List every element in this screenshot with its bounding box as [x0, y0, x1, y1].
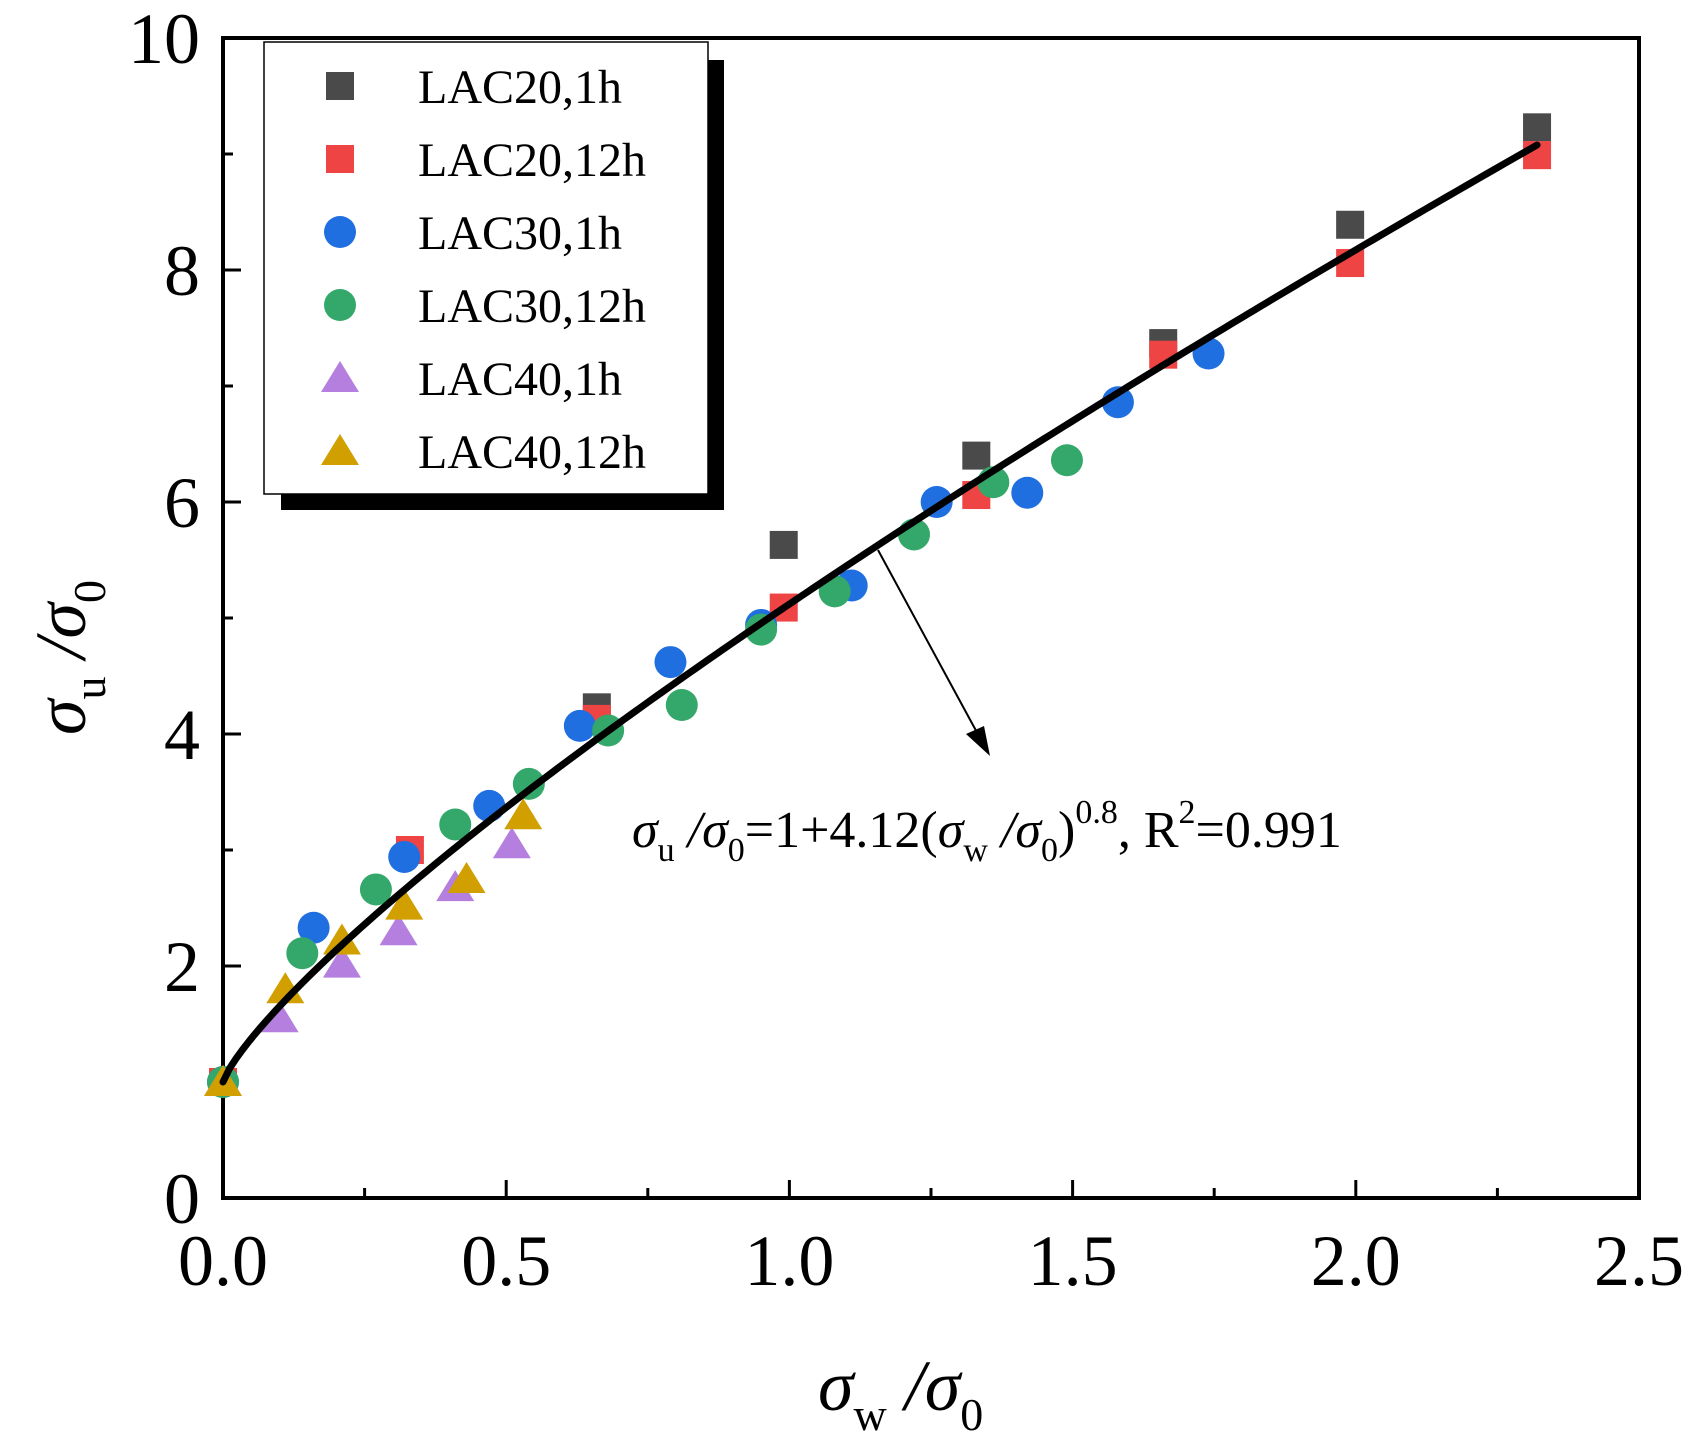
data-point	[388, 840, 421, 873]
data-point	[260, 1001, 299, 1033]
data-point	[962, 441, 991, 470]
eq-r2-sup: 2	[1179, 794, 1196, 831]
legend-marker	[321, 434, 359, 465]
data-point	[563, 709, 596, 742]
x-tick-label: 0.0	[178, 1221, 268, 1301]
x-tick-label: 0.5	[461, 1221, 551, 1301]
legend-box	[263, 41, 709, 495]
eq-lhs-rest: /σ	[675, 802, 730, 859]
x-title-rest: /σ	[887, 1346, 963, 1426]
x-tick-label: 2.0	[1311, 1221, 1401, 1301]
y-axis-title: σu /σ0	[21, 580, 115, 735]
data-point	[504, 798, 543, 830]
y-tick-label: 6	[164, 463, 200, 543]
legend-marker	[326, 145, 354, 173]
eq-in-sub: w	[963, 832, 988, 869]
data-point	[359, 873, 392, 906]
x-title-sub: w	[854, 1389, 888, 1438]
data-point	[322, 946, 361, 978]
eq-in-sub2: 0	[1041, 832, 1058, 869]
x-axis-title: σw /σ0	[818, 1346, 983, 1438]
eq-mid: =1+4.12(	[745, 802, 938, 859]
y-title-rest: /σ	[21, 600, 101, 676]
x-tick-label: 1.5	[1028, 1221, 1118, 1301]
eq-r2-value: =0.991	[1196, 802, 1342, 859]
data-point	[818, 575, 851, 608]
data-point	[654, 646, 687, 679]
data-point	[447, 862, 486, 893]
eq-r2-label: , R	[1118, 802, 1179, 859]
data-point	[1011, 476, 1044, 509]
legend-label: LAC40,12h	[418, 426, 646, 479]
y-tick-label: 0	[164, 1159, 200, 1239]
x-tick-label: 1.0	[744, 1221, 834, 1301]
series-4	[207, 444, 1083, 1098]
legend-marker	[321, 361, 359, 392]
fit-curve	[219, 141, 1541, 1086]
legend: LAC20,1h LAC20,12h LAC30,1h LAC30,12h LAC40,…	[263, 41, 724, 510]
x-title-sym: σ	[818, 1346, 856, 1426]
data-point	[1523, 113, 1552, 142]
data-point	[379, 914, 418, 946]
annotation-arrow	[877, 549, 990, 756]
data-point	[439, 808, 472, 841]
legend-marker	[324, 216, 356, 248]
series-5	[204, 827, 531, 1096]
legend-label: LAC30,12h	[418, 280, 646, 333]
data-point	[1050, 444, 1083, 477]
x-tick-labels: 0.0 0.5 1.0 1.5 2.0 2.5	[178, 1221, 1684, 1301]
data-point	[322, 923, 361, 955]
legend-label: LAC30,1h	[418, 207, 622, 260]
eq-lhs-sub2: 0	[728, 832, 745, 869]
legend-entries: LAC20,1h LAC20,12h LAC30,1h LAC30,12h LAC40,…	[321, 61, 646, 479]
x-title-sub2: 0	[960, 1389, 983, 1438]
x-tick-label: 2.5	[1594, 1221, 1684, 1301]
data-point	[665, 689, 698, 721]
eq-in-rest: /σ	[988, 802, 1043, 859]
data-point	[297, 911, 330, 944]
y-tick-labels: 0 2 4 6 8 10	[128, 0, 200, 1239]
legend-label: LAC40,1h	[418, 353, 622, 406]
y-tick-label: 8	[164, 231, 200, 311]
y-title-sub2: 0	[64, 580, 115, 603]
eq-exponent: 0.8	[1075, 794, 1118, 831]
y-tick-label: 2	[164, 927, 200, 1007]
series-6	[204, 798, 543, 1096]
data-point	[1336, 210, 1365, 239]
y-title-sub: u	[64, 676, 115, 699]
data-point	[492, 827, 531, 859]
y-tick-label: 10	[128, 0, 200, 79]
legend-label: LAC20,12h	[418, 134, 646, 187]
data-point	[286, 937, 319, 970]
eq-close: )	[1058, 802, 1075, 859]
y-tick-label: 4	[164, 695, 200, 775]
fit-equation: σu /σ0=1+4.12(σw /σ0)0.8, R2=0.991	[632, 794, 1342, 869]
legend-label: LAC20,1h	[418, 61, 622, 114]
y-title-sym: σ	[21, 697, 101, 735]
eq-lhs-sym: σ	[632, 802, 660, 859]
legend-marker	[324, 289, 356, 321]
data-point	[385, 888, 424, 920]
data-point	[769, 530, 798, 559]
eq-in-sym: σ	[938, 802, 966, 859]
eq-lhs-sub: u	[658, 832, 675, 869]
legend-marker	[326, 72, 354, 100]
